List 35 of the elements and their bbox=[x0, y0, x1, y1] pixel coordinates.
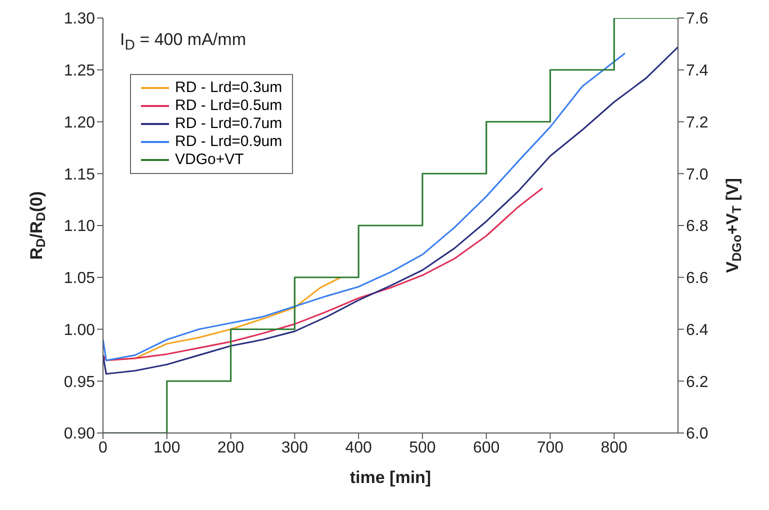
x-tick-label: 700 bbox=[536, 439, 564, 456]
y-tick-label: 1.15 bbox=[64, 166, 96, 184]
y2-tick-label: 7.6 bbox=[686, 10, 708, 28]
legend-label: RD - Lrd=0.9um bbox=[175, 133, 282, 151]
y2-tick-label: 7.2 bbox=[686, 114, 708, 132]
y2-tick-label: 6.4 bbox=[686, 322, 708, 339]
x-tick-label: 0 bbox=[98, 439, 108, 456]
y2-tick-label: 6.2 bbox=[686, 374, 708, 391]
x-tick-label: 400 bbox=[345, 439, 372, 456]
x-tick-label: 600 bbox=[472, 439, 500, 456]
legend-label: RD - Lrd=0.3um bbox=[175, 79, 282, 97]
legend-label: RD - Lrd=0.7um bbox=[175, 115, 282, 133]
x-tick-label: 500 bbox=[409, 439, 436, 456]
y-tick-label: 1.30 bbox=[64, 10, 96, 28]
x-tick-label: 200 bbox=[217, 439, 244, 456]
y2-tick-label: 6.0 bbox=[686, 426, 708, 443]
legend-label: RD - Lrd=0.5um bbox=[175, 97, 282, 115]
line-series bbox=[103, 187, 544, 362]
y-tick-label: 0.90 bbox=[64, 426, 96, 443]
legend-label: VDGo+VT bbox=[175, 151, 244, 169]
y-tick-label: 0.95 bbox=[64, 374, 96, 391]
y-tick-label: 1.20 bbox=[64, 114, 96, 132]
y-tick-label: 1.05 bbox=[64, 270, 96, 288]
y2-tick-label: 7.0 bbox=[686, 166, 708, 184]
y2-tick-label: 6.8 bbox=[686, 218, 708, 236]
y-tick-label: 1.00 bbox=[64, 322, 96, 339]
annotation: I$_{D}$ = 400 mA/mm bbox=[120, 30, 246, 54]
x-tick-label: 800 bbox=[600, 439, 628, 456]
y-tick-label: 1.25 bbox=[64, 62, 96, 80]
y2-tick-label: 7.4 bbox=[686, 62, 708, 80]
y-tick-label: 1.10 bbox=[64, 218, 96, 236]
x-tick-label: 300 bbox=[281, 439, 308, 456]
x-axis-title: time [min] bbox=[350, 468, 432, 487]
y2-tick-label: 6.6 bbox=[686, 270, 708, 288]
x-tick-label: 100 bbox=[154, 439, 180, 456]
